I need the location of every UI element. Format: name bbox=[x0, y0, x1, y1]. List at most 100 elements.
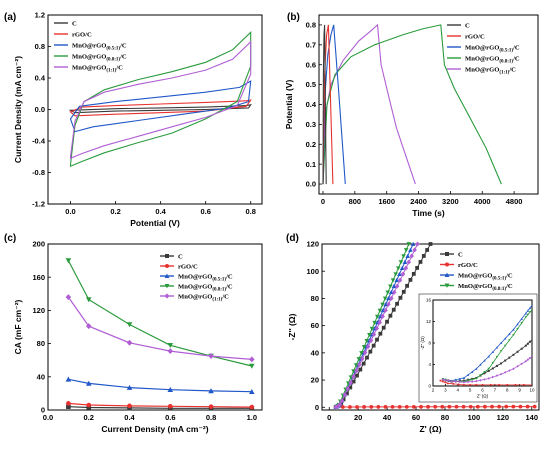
marker-triangle-up bbox=[495, 346, 499, 349]
x-tick-label: 2400 bbox=[410, 197, 427, 206]
marker-triangle-down bbox=[382, 296, 388, 301]
panel-label: (a) bbox=[4, 12, 16, 23]
legend-base: rGO/C bbox=[458, 262, 478, 269]
marker-square bbox=[462, 379, 465, 382]
marker-square bbox=[401, 289, 406, 294]
y-tick-label: 0.3 bbox=[306, 120, 316, 129]
marker-diamond bbox=[450, 379, 453, 383]
marker-square bbox=[491, 367, 494, 370]
marker-diamond bbox=[508, 369, 511, 372]
marker-square bbox=[421, 254, 426, 258]
marker-square bbox=[385, 319, 389, 324]
marker-square bbox=[512, 353, 515, 356]
x-tick-label: 0.6 bbox=[200, 207, 210, 216]
marker-square bbox=[371, 343, 376, 348]
legend-label-MnO081: MnO@rGO(0.8:1)/C bbox=[458, 283, 513, 292]
legend-tail: /C bbox=[508, 66, 516, 73]
legend-tail: /C bbox=[512, 44, 520, 51]
marker-diamond bbox=[386, 301, 391, 307]
marker-triangle-up bbox=[65, 376, 72, 382]
marker-triangle-down bbox=[388, 284, 393, 289]
inset-x-tick-label: 2 bbox=[432, 388, 435, 393]
legend-base: C bbox=[465, 22, 470, 29]
marker-circle bbox=[445, 262, 449, 267]
marker-circle bbox=[461, 404, 466, 409]
marker-diamond bbox=[520, 362, 523, 366]
marker-diamond bbox=[475, 379, 478, 383]
marker-circle bbox=[390, 404, 395, 409]
x-tick-label: 60 bbox=[412, 413, 420, 422]
marker-circle bbox=[446, 382, 449, 385]
marker-triangle-down bbox=[398, 260, 404, 265]
marker-circle bbox=[411, 404, 416, 409]
cv-curve-rGO bbox=[69, 99, 252, 117]
capacitance-line-MnO081 bbox=[67, 260, 252, 367]
marker-circle bbox=[522, 383, 525, 386]
marker-triangle-down bbox=[393, 272, 398, 277]
legend-sub: (1:1) bbox=[106, 68, 116, 73]
legend-base: MnO@rGO bbox=[178, 283, 212, 290]
legend-base: MnO@rGO bbox=[178, 273, 212, 280]
marker-diamond bbox=[391, 289, 397, 295]
marker-circle bbox=[468, 404, 473, 409]
marker-diamond bbox=[371, 331, 377, 337]
marker-circle bbox=[441, 380, 444, 383]
legend-tail: /C bbox=[221, 293, 229, 300]
marker-square bbox=[368, 349, 373, 354]
x-tick-label: 0.4 bbox=[124, 413, 135, 422]
marker-diamond bbox=[337, 401, 343, 407]
legend-sub: (0.5:1) bbox=[106, 46, 120, 51]
marker-diamond bbox=[462, 380, 466, 384]
x-tick-label: 0 bbox=[327, 413, 331, 422]
marker-square bbox=[398, 295, 403, 300]
marker-square bbox=[425, 248, 430, 252]
y-tick-label: 120 bbox=[306, 240, 319, 249]
marker-diamond bbox=[479, 378, 482, 382]
legend-sub: (0.5:1) bbox=[492, 276, 506, 281]
x-tick-label: 0 bbox=[321, 197, 325, 206]
marker-triangle-up bbox=[503, 337, 507, 340]
marker-triangle-down bbox=[499, 350, 503, 353]
marker-triangle-down bbox=[372, 320, 377, 326]
marker-triangle-down bbox=[364, 338, 369, 344]
x-tick-label: 0.8 bbox=[206, 413, 216, 422]
legend-label-MnO081: MnO@rGO(0.8:1)/C bbox=[72, 53, 127, 62]
marker-triangle-up bbox=[508, 332, 511, 336]
legend-tail: /C bbox=[115, 64, 123, 71]
marker-square bbox=[345, 391, 349, 396]
legend-sub: (0.5:1) bbox=[499, 48, 513, 53]
inset-x-tick-label: 4 bbox=[456, 388, 459, 393]
y-axis-label: CA (mF cm⁻²) bbox=[13, 299, 23, 354]
marker-diamond bbox=[447, 379, 450, 382]
legend-label-MnO11: MnO@rGO(1:1)/C bbox=[72, 64, 123, 73]
marker-circle bbox=[383, 405, 388, 409]
marker-diamond bbox=[164, 293, 170, 299]
marker-diamond bbox=[65, 294, 72, 301]
marker-diamond bbox=[208, 353, 214, 360]
capacitance-line-MnO11 bbox=[67, 296, 252, 360]
inset-x-tick-label: 7 bbox=[494, 388, 497, 393]
legend-label-C: C bbox=[72, 20, 77, 27]
legend-sub: (0.8:1) bbox=[492, 287, 506, 292]
marker-triangle-down bbox=[475, 377, 478, 380]
legend-label-C: C bbox=[465, 22, 470, 29]
marker-diamond bbox=[354, 368, 359, 374]
marker-triangle-down bbox=[406, 242, 412, 247]
y-tick-label: -0.4 bbox=[32, 137, 46, 146]
marker-circle bbox=[369, 405, 374, 409]
gcd-curve-MnO11 bbox=[322, 23, 416, 185]
x-tick-label: 0.0 bbox=[65, 207, 75, 216]
marker-triangle-down bbox=[356, 357, 362, 362]
marker-triangle-up bbox=[405, 253, 410, 258]
legend-label-rGO: rGO/C bbox=[178, 263, 198, 270]
marker-triangle-down bbox=[65, 258, 72, 264]
legend-tail: /C bbox=[225, 273, 233, 280]
marker-diamond bbox=[374, 325, 380, 331]
marker-square bbox=[428, 242, 433, 246]
legend-base: MnO@rGO bbox=[72, 64, 106, 71]
x-tick-label: 4800 bbox=[506, 197, 523, 206]
legend-base: MnO@rGO bbox=[178, 293, 212, 300]
x-axis-label: Z' (Ω) bbox=[419, 424, 441, 434]
legend-tail: /C bbox=[119, 53, 127, 60]
